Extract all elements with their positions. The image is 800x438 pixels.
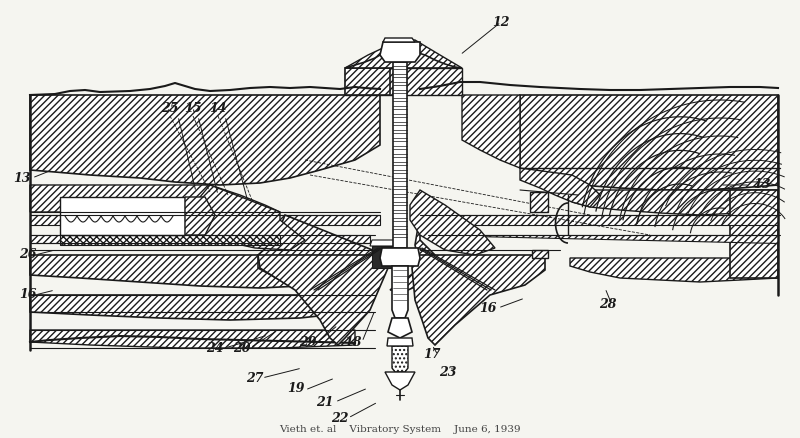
Polygon shape — [530, 192, 548, 212]
Polygon shape — [30, 215, 380, 225]
Polygon shape — [392, 266, 408, 318]
Text: 13: 13 — [754, 179, 770, 191]
Text: 27: 27 — [246, 371, 264, 385]
Polygon shape — [345, 68, 390, 95]
Text: 28: 28 — [599, 299, 617, 311]
Text: 16: 16 — [19, 289, 37, 301]
Polygon shape — [572, 190, 778, 215]
Text: 24: 24 — [206, 342, 224, 354]
Text: 17: 17 — [423, 349, 441, 361]
Text: 23: 23 — [439, 365, 457, 378]
Polygon shape — [387, 338, 413, 346]
Text: 15: 15 — [184, 102, 202, 114]
Text: 26: 26 — [19, 248, 37, 261]
Text: 12: 12 — [492, 15, 510, 28]
Polygon shape — [462, 95, 520, 168]
Text: 19: 19 — [287, 381, 305, 395]
Polygon shape — [385, 372, 415, 390]
Polygon shape — [345, 40, 462, 68]
Text: 18: 18 — [344, 336, 362, 349]
Polygon shape — [30, 255, 370, 288]
Text: 29: 29 — [299, 336, 317, 349]
Text: 16: 16 — [479, 301, 497, 314]
Polygon shape — [185, 197, 215, 235]
Polygon shape — [60, 197, 185, 235]
Polygon shape — [520, 95, 778, 190]
Polygon shape — [420, 215, 778, 225]
Polygon shape — [30, 95, 380, 185]
Text: 25: 25 — [162, 102, 178, 114]
Polygon shape — [532, 250, 548, 258]
Polygon shape — [258, 255, 388, 345]
Text: 21: 21 — [316, 396, 334, 409]
Polygon shape — [412, 255, 545, 345]
Text: 22: 22 — [331, 411, 349, 424]
Polygon shape — [370, 240, 405, 246]
Polygon shape — [520, 168, 600, 207]
Polygon shape — [30, 295, 355, 320]
Polygon shape — [380, 248, 420, 266]
Polygon shape — [345, 68, 462, 95]
Polygon shape — [30, 330, 355, 348]
Polygon shape — [430, 235, 778, 243]
Polygon shape — [410, 190, 495, 255]
Text: Vieth et. al    Vibratory System    June 6, 1939: Vieth et. al Vibratory System June 6, 19… — [279, 425, 521, 434]
Polygon shape — [345, 42, 462, 68]
Text: 13: 13 — [14, 172, 30, 184]
Polygon shape — [570, 258, 778, 282]
Polygon shape — [372, 246, 400, 268]
Text: 14: 14 — [210, 102, 226, 114]
Polygon shape — [30, 185, 280, 212]
Polygon shape — [30, 235, 370, 243]
Polygon shape — [388, 318, 412, 338]
Polygon shape — [390, 215, 435, 290]
Polygon shape — [393, 62, 407, 248]
Polygon shape — [392, 346, 408, 372]
Polygon shape — [730, 190, 778, 278]
Polygon shape — [380, 42, 420, 62]
Polygon shape — [258, 215, 385, 285]
Polygon shape — [185, 185, 305, 250]
Polygon shape — [60, 235, 280, 245]
Text: 20: 20 — [234, 342, 250, 354]
Polygon shape — [383, 38, 415, 42]
